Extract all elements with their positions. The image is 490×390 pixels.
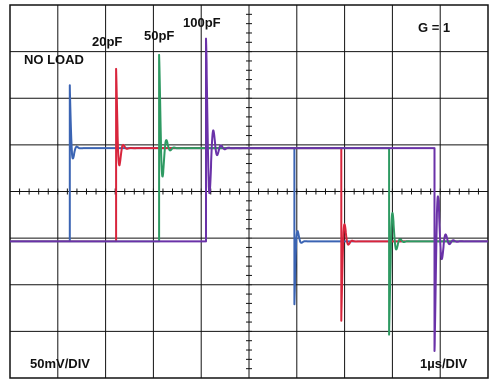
graticule: [9, 4, 489, 379]
horizontal-scale-label: 1µs/DIV: [420, 356, 468, 371]
annotation-20pf: 20pF: [92, 34, 122, 49]
labels: G = 1 NO LOAD 20pF 50pF 100pF 50mV/DIV 1…: [24, 15, 468, 371]
annotation-50pf: 50pF: [144, 28, 174, 43]
gain-label: G = 1: [418, 20, 450, 35]
annotation-no-load: NO LOAD: [24, 52, 84, 67]
annotation-100pf: 100pF: [183, 15, 221, 30]
vertical-scale-label: 50mV/DIV: [30, 356, 90, 371]
trace-100pf: [10, 37, 488, 352]
traces: [10, 37, 488, 352]
